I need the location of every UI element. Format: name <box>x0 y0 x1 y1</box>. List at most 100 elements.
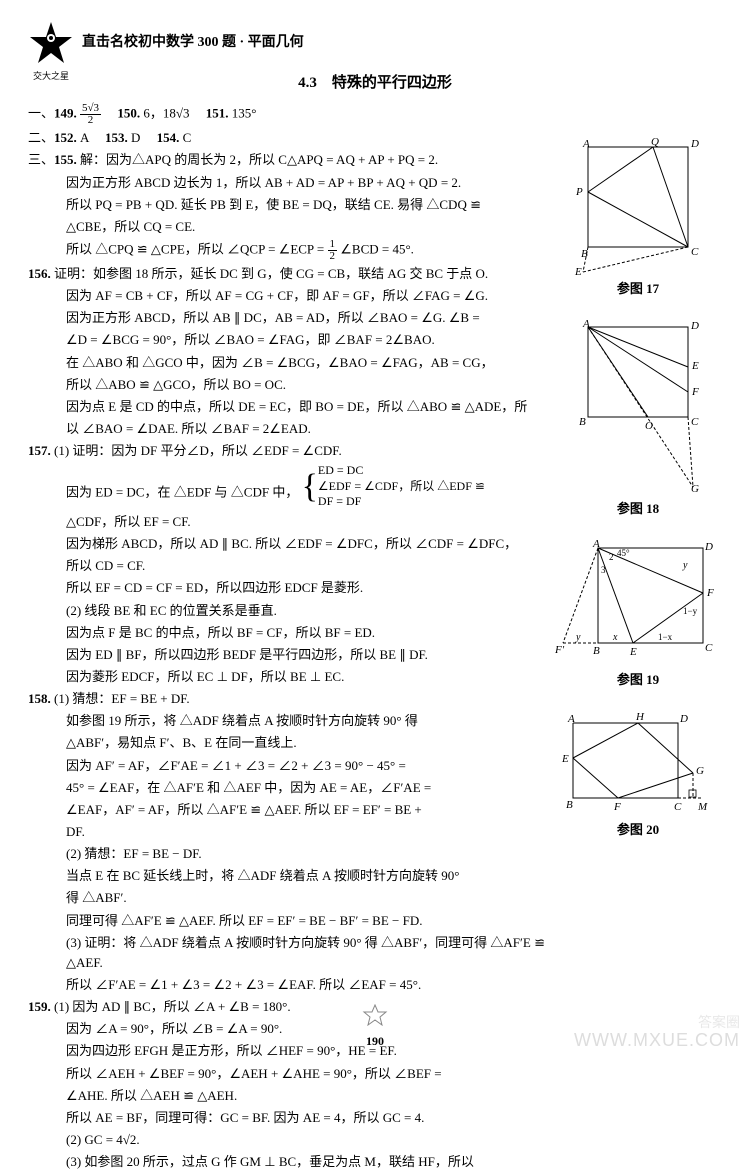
svg-text:E: E <box>629 646 637 658</box>
q158-l7: (2) 猜想：EF = BE − DF. <box>28 844 558 864</box>
series-title: 直击名校初中数学 300 题 · 平面几何 <box>82 32 304 54</box>
part3-label: 三、 <box>28 152 54 167</box>
watermark-text-2: WWW.MXUE.COM <box>574 1027 740 1055</box>
q156-l6: 因为点 E 是 CD 的中点，所以 DE = EC，即 BO = DE，所以 △… <box>28 397 558 417</box>
footer: 190 <box>355 1004 395 1051</box>
q158-l9: 得 △ABF′. <box>28 888 558 908</box>
q156-l5: 所以 △ABO ≌ △GCO，所以 BO = OC. <box>28 375 558 395</box>
fig18-cap: 参图 18 <box>548 499 728 519</box>
svg-text:G: G <box>696 765 704 777</box>
fig19: A D F F′ B E C 2 45° 3 y 1−y x 1−x y 参图 … <box>548 538 728 690</box>
q156-l3: 因为正方形 ABCD，所以 AB ∥ DC，AB = AD，所以 ∠BAO = … <box>28 308 558 328</box>
svg-text:A: A <box>567 713 575 725</box>
star-logo-icon: 交大之星 <box>28 20 74 66</box>
svg-text:Q: Q <box>651 137 659 148</box>
part2-label: 二、 <box>28 130 54 145</box>
svg-text:1−x: 1−x <box>658 632 673 642</box>
q151-ans: 135° <box>232 106 257 121</box>
svg-text:y: y <box>575 632 581 643</box>
q155-l3b: △CBE，所以 CQ = CE. <box>28 217 558 237</box>
q157-l6: 所以 EF = CD = CF = ED，所以四边形 EDCF 是菱形. <box>28 578 558 598</box>
svg-text:y: y <box>682 560 688 571</box>
q155: 三、155. 解：因为△APQ 的周长为 2，所以 C△APQ = AQ + A… <box>28 150 558 170</box>
q159-l3: 因为四边形 EFGH 是正方形，所以 ∠HEF = 90°，HE = EF. <box>28 1041 558 1061</box>
fig17-cap: 参图 17 <box>548 279 728 299</box>
q155-num: 155. <box>54 152 77 167</box>
cases-brace-icon: { ED = DC ∠EDF = ∠CDF，所以 △EDF ≌ DF = DF <box>302 463 485 510</box>
svg-text:F: F <box>691 386 699 398</box>
q159-l6: 所以 AE = BF，同理可得：GC = BF. 因为 AE = 4，所以 GC… <box>28 1108 558 1128</box>
q156-l4: 在 △ABO 和 △GCO 中，因为 ∠B = ∠BCG，∠BAO = ∠FAG… <box>28 353 558 373</box>
svg-text:D: D <box>690 138 699 150</box>
q158-l8: 当点 E 在 BC 延长线上时，将 △ADF 绕着点 A 按顺时针方向旋转 90… <box>28 866 558 886</box>
fig18: A D E F B O C G 参图 18 <box>548 317 728 519</box>
q157-l4: 因为梯形 ABCD，所以 AD ∥ BC. 所以 ∠EDF = ∠DFC，所以 … <box>28 534 558 554</box>
svg-text:D: D <box>690 320 699 332</box>
logo-text: 交大之星 <box>28 72 74 81</box>
q154-ans: C <box>183 130 192 145</box>
q159-l4: 所以 ∠AEH + ∠BEF = 90°，∠AEH + ∠AHE = 90°，所… <box>28 1064 558 1084</box>
svg-text:E: E <box>574 266 582 277</box>
q157-l2: 因为 ED = DC，在 △EDF 与 △CDF 中， { ED = DC ∠E… <box>28 463 558 510</box>
q155-l4: 所以 △CPQ ≌ △CPE，所以 ∠QCP = ∠ECP = 12 ∠BCD … <box>28 239 558 262</box>
svg-text:B: B <box>579 416 586 428</box>
svg-text:E: E <box>691 360 699 372</box>
q157-l3: △CDF，所以 EF = CF. <box>28 512 558 532</box>
q153-num: 153. <box>105 130 128 145</box>
svg-text:45°: 45° <box>617 548 630 558</box>
q157-l8: 因为点 F 是 BC 的中点，所以 BF = CF，所以 BF = ED. <box>28 623 558 643</box>
svg-text:P: P <box>575 186 583 198</box>
q157: 157. (1) 证明：因为 DF 平分∠D，所以 ∠EDF = ∠CDF. <box>28 441 558 461</box>
page-number: 190 <box>355 1032 395 1051</box>
q150-num: 150. <box>117 106 140 121</box>
svg-text:M: M <box>697 801 708 813</box>
q158-l12: 所以 ∠F′AE = ∠1 + ∠3 = ∠2 + ∠3 = ∠EAF. 所以 … <box>28 975 558 995</box>
q158-l11: (3) 证明：将 △ADF 绕着点 A 按顺时针方向旋转 90° 得 △ABF′… <box>28 933 558 973</box>
svg-text:C: C <box>691 416 699 428</box>
fig20-cap: 参图 20 <box>548 820 728 840</box>
svg-text:x: x <box>612 632 618 643</box>
q155-l1: 解：因为△APQ 的周长为 2，所以 C△APQ = AQ + AP + PQ … <box>80 152 438 167</box>
q149-ans: 5√32 <box>80 103 101 126</box>
page-header: 交大之星 直击名校初中数学 300 题 · 平面几何 <box>28 20 722 66</box>
q158-l3: △ABF′，易知点 F′、B、E 在同一直线上. <box>28 733 558 753</box>
q152-ans: A <box>80 130 89 145</box>
q158-l6b: DF. <box>28 822 558 842</box>
fig20: A H D E G B F C M 参图 20 <box>548 708 728 840</box>
q158-l2: 如参图 19 所示，将 △ADF 绕着点 A 按顺时针方向旋转 90° 得 <box>28 711 558 731</box>
q159-l7: (2) GC = 4√2. <box>28 1130 558 1150</box>
q158-l5: 45° = ∠EAF，在 △AF′E 和 △AEF 中，因为 AE = AE，∠… <box>28 778 558 798</box>
q158-l10: 同理可得 △AF′E ≌ △AEF. 所以 EF = EF′ = BE − BF… <box>28 911 558 931</box>
svg-text:F: F <box>706 587 714 599</box>
q158-l4: 因为 AF′ = AF，∠F′AE = ∠1 + ∠3 = ∠2 + ∠3 = … <box>28 756 558 776</box>
part1-label: 一、 <box>28 106 54 121</box>
q149-num: 149. <box>54 106 77 121</box>
part2: 二、152. A 153. D 154. C <box>28 128 558 148</box>
q159-l2: 因为 ∠A = 90°，所以 ∠B = ∠A = 90°. <box>28 1019 558 1039</box>
q156-l2: 因为 AF = CB + CF，所以 AF = CG + CF，即 AF = G… <box>28 286 558 306</box>
svg-text:O: O <box>645 420 653 432</box>
svg-text:B: B <box>593 645 600 657</box>
svg-text:B: B <box>566 799 573 811</box>
svg-text:C: C <box>691 246 699 258</box>
q156-l7: 以 ∠BAO = ∠DAE. 所以 ∠BAF = 2∠EAD. <box>28 419 558 439</box>
section-title: 4.3 特殊的平行四边形 <box>28 72 722 95</box>
svg-text:D: D <box>679 713 688 725</box>
svg-text:3: 3 <box>601 565 606 575</box>
figures-column: A Q D P B C E 参图 17 A D E F B O C G 参图 1… <box>548 137 728 858</box>
fig19-cap: 参图 19 <box>548 670 728 690</box>
svg-text:1−y: 1−y <box>683 606 698 616</box>
svg-text:H: H <box>635 711 645 723</box>
q155-l3: 所以 PQ = PB + QD. 延长 PB 到 E，使 BE = DQ，联结 … <box>28 195 558 215</box>
q159: 159. (1) 因为 AD ∥ BC，所以 ∠A + ∠B = 180°. <box>28 997 558 1017</box>
svg-text:A: A <box>582 138 590 150</box>
svg-text:A: A <box>592 538 600 550</box>
svg-text:F: F <box>613 801 621 813</box>
q159-l5: ∠AHE. 所以 △AEH ≌ △AEH. <box>28 1086 558 1106</box>
svg-text:C: C <box>705 642 713 654</box>
q151-num: 151. <box>206 106 229 121</box>
q150-ans: 6，18√3 <box>143 106 189 121</box>
fig17: A Q D P B C E 参图 17 <box>548 137 728 299</box>
svg-text:C: C <box>674 801 682 813</box>
q157-l10: 因为菱形 EDCF，所以 EC ⊥ DF，所以 BE ⊥ EC. <box>28 667 558 687</box>
